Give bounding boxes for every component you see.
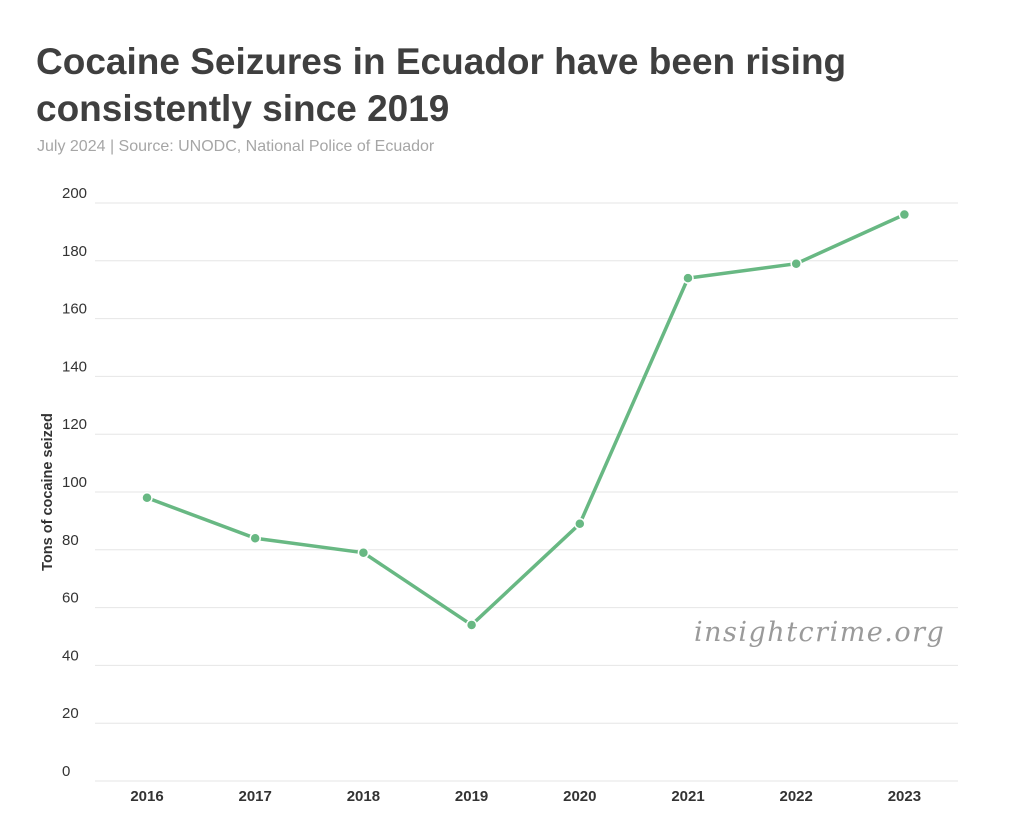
data-point-2019	[465, 619, 478, 631]
watermark: insightcrime.org	[694, 617, 946, 648]
y-tick-label-0: 0	[62, 763, 70, 780]
y-tick-label-200: 200	[62, 185, 87, 202]
y-axis-label: Tons of cocaine seized	[40, 413, 56, 571]
x-tick-label-2022: 2022	[780, 788, 813, 805]
y-tick-label-80: 80	[62, 532, 79, 549]
data-point-2022	[790, 257, 802, 270]
chart-title: Cocaine Seizures in Ecuador have been ri…	[36, 41, 847, 129]
x-tick-label-2023: 2023	[888, 788, 921, 805]
series-line	[145, 212, 907, 627]
y-tick-label-180: 180	[62, 243, 87, 260]
data-point-2017	[249, 532, 261, 544]
data-point-2016	[141, 492, 153, 504]
y-tick-label-140: 140	[62, 358, 87, 375]
x-tick-label-2020: 2020	[563, 788, 596, 805]
data-point-2021	[682, 272, 694, 284]
chart-subtitle: July 2024 | Source: UNODC, National Poli…	[37, 138, 435, 155]
y-tick-label-40: 40	[62, 647, 79, 664]
grid-lines	[95, 202, 958, 782]
x-tick-label-2017: 2017	[239, 788, 272, 805]
y-tick-label-160: 160	[62, 301, 87, 318]
x-tick-label-2021: 2021	[671, 788, 704, 805]
data-point-2020	[574, 518, 586, 530]
x-tick-label-2018: 2018	[347, 788, 380, 805]
series-group	[141, 208, 911, 631]
x-tick-label-2016: 2016	[130, 788, 163, 805]
data-point-2023	[898, 208, 911, 221]
y-axis-ticks: 0 20 40 60 80 100 120 140 160 180 200	[62, 185, 87, 780]
y-tick-label-20: 20	[62, 705, 79, 722]
x-axis-ticks: 2016 2017 2018 2019 2020 2021 2022 2023	[130, 788, 921, 805]
x-tick-label-2019: 2019	[455, 788, 488, 805]
y-tick-label-100: 100	[62, 474, 87, 491]
y-tick-label-60: 60	[62, 590, 79, 607]
y-tick-label-120: 120	[62, 416, 87, 433]
data-point-2018	[357, 546, 370, 559]
